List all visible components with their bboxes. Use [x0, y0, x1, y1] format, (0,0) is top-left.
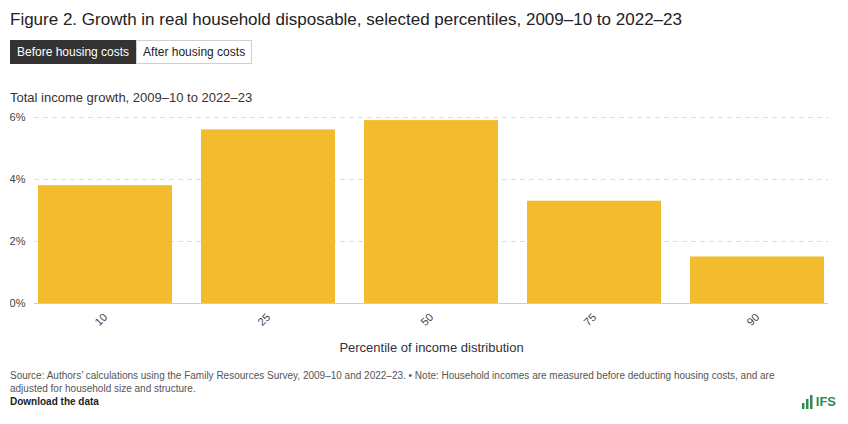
svg-text:6%: 6% [10, 111, 26, 123]
svg-text:90: 90 [744, 311, 761, 328]
html-text:Download the data: Download the data [10, 396, 99, 407]
svg-text:75: 75 [581, 311, 598, 328]
svg-text:4%: 4% [10, 173, 26, 185]
html-text:Source: Authors’ calculations: Source: Authors’ calculations using the … [10, 370, 775, 394]
html-text:Total income growth, 2009–10 t: Total income growth, 2009–10 to 2022–23 [10, 90, 253, 105]
svg-text:Percentile of income distribut: Percentile of income distribution [339, 340, 523, 355]
svg-text:0%: 0% [10, 297, 26, 309]
svg-text:10: 10 [92, 311, 109, 328]
html-text:Before housing costs: Before housing costs [17, 45, 130, 59]
svg-text:50: 50 [418, 311, 435, 328]
html-text:IFS: IFS [815, 394, 836, 409]
html-text:After housing costs: After housing costs [143, 45, 246, 59]
svg-text:25: 25 [255, 311, 272, 328]
svg-text:2%: 2% [10, 235, 26, 247]
html-text:Figure 2. Growth in real house: Figure 2. Growth in real household dispo… [10, 10, 682, 29]
